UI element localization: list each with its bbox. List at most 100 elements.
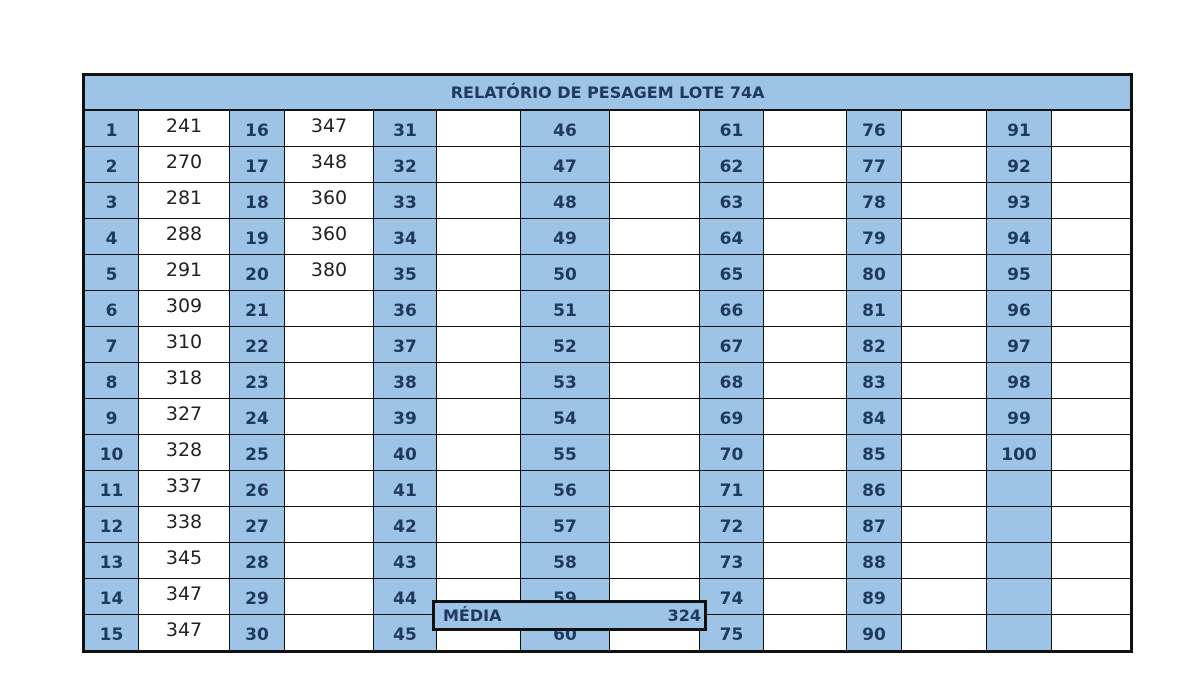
weight-cell[interactable] (1050, 578, 1133, 615)
weight-cell[interactable]: 270 (138, 146, 230, 183)
weight-cell[interactable] (1050, 542, 1133, 579)
weight-cell[interactable] (436, 182, 521, 219)
weight-cell[interactable] (901, 506, 987, 543)
weight-cell[interactable] (609, 398, 700, 435)
weight-cell[interactable] (763, 398, 847, 435)
weight-cell[interactable] (284, 542, 374, 579)
weight-cell[interactable] (763, 506, 847, 543)
weight-cell[interactable] (284, 614, 374, 652)
weight-cell[interactable] (763, 182, 847, 219)
weight-cell[interactable] (901, 398, 987, 435)
weight-cell[interactable]: 241 (138, 109, 230, 147)
weight-cell[interactable] (284, 398, 374, 435)
weight-cell[interactable] (284, 470, 374, 507)
weight-cell[interactable] (763, 326, 847, 363)
weight-cell[interactable]: 347 (284, 109, 374, 147)
weight-cell[interactable] (436, 109, 521, 147)
weight-cell[interactable] (284, 434, 374, 471)
weight-cell[interactable] (763, 614, 847, 652)
weight-cell[interactable] (763, 146, 847, 183)
weight-cell[interactable] (763, 290, 847, 327)
weight-cell[interactable] (763, 254, 847, 291)
weight-cell[interactable] (763, 434, 847, 471)
weight-cell[interactable] (609, 470, 700, 507)
weight-cell[interactable] (1050, 434, 1133, 471)
weight-cell[interactable] (436, 398, 521, 435)
weight-cell[interactable] (609, 182, 700, 219)
weight-cell[interactable] (901, 470, 987, 507)
weight-cell[interactable]: 328 (138, 434, 230, 471)
weight-cell[interactable] (1050, 109, 1133, 147)
weight-cell[interactable] (436, 254, 521, 291)
weight-cell[interactable] (609, 326, 700, 363)
weight-cell[interactable]: 347 (138, 578, 230, 615)
weight-cell[interactable] (284, 362, 374, 399)
weight-cell[interactable] (901, 542, 987, 579)
weight-cell[interactable] (763, 218, 847, 255)
weight-cell[interactable] (901, 146, 987, 183)
weight-cell[interactable] (763, 470, 847, 507)
weight-cell[interactable] (1050, 506, 1133, 543)
weight-cell[interactable] (763, 542, 847, 579)
weight-cell[interactable] (609, 109, 700, 147)
weight-cell[interactable] (1050, 326, 1133, 363)
weight-cell[interactable] (609, 362, 700, 399)
weight-cell[interactable]: 288 (138, 218, 230, 255)
weight-cell[interactable] (1050, 218, 1133, 255)
weight-cell[interactable] (901, 182, 987, 219)
weight-cell[interactable] (1050, 290, 1133, 327)
weight-cell[interactable] (763, 109, 847, 147)
weight-cell[interactable]: 348 (284, 146, 374, 183)
weight-cell[interactable] (436, 434, 521, 471)
weight-cell[interactable]: 309 (138, 290, 230, 327)
weight-cell[interactable] (284, 578, 374, 615)
weight-cell[interactable]: 281 (138, 182, 230, 219)
weight-cell[interactable] (436, 470, 521, 507)
weight-cell[interactable] (436, 506, 521, 543)
weight-cell[interactable]: 310 (138, 326, 230, 363)
weight-cell[interactable] (1050, 362, 1133, 399)
weight-cell[interactable] (901, 326, 987, 363)
weight-cell[interactable] (609, 218, 700, 255)
weight-cell[interactable] (901, 109, 987, 147)
weight-cell[interactable] (763, 578, 847, 615)
weight-cell[interactable] (436, 326, 521, 363)
weight-cell[interactable]: 337 (138, 470, 230, 507)
weight-cell[interactable] (901, 614, 987, 652)
weight-cell[interactable] (609, 506, 700, 543)
weight-cell[interactable] (901, 434, 987, 471)
weight-cell[interactable] (284, 506, 374, 543)
weight-cell[interactable] (436, 362, 521, 399)
weight-cell[interactable] (284, 290, 374, 327)
weight-cell[interactable] (609, 254, 700, 291)
weight-cell[interactable] (901, 254, 987, 291)
weight-cell[interactable] (436, 542, 521, 579)
weight-cell[interactable]: 327 (138, 398, 230, 435)
weight-cell[interactable] (1050, 470, 1133, 507)
weight-cell[interactable]: 318 (138, 362, 230, 399)
weight-cell[interactable]: 347 (138, 614, 230, 652)
weight-cell[interactable] (1050, 182, 1133, 219)
weight-cell[interactable] (609, 290, 700, 327)
weight-cell[interactable] (436, 146, 521, 183)
weight-cell[interactable] (436, 218, 521, 255)
weight-cell[interactable] (609, 146, 700, 183)
weight-cell[interactable]: 345 (138, 542, 230, 579)
weight-cell[interactable]: 338 (138, 506, 230, 543)
weight-cell[interactable] (1050, 614, 1133, 652)
weight-cell[interactable]: 291 (138, 254, 230, 291)
weight-cell[interactable] (1050, 146, 1133, 183)
weight-cell[interactable] (763, 362, 847, 399)
weight-cell[interactable] (1050, 398, 1133, 435)
weight-cell[interactable] (901, 362, 987, 399)
weight-cell[interactable] (901, 578, 987, 615)
weight-cell[interactable]: 360 (284, 218, 374, 255)
weight-cell[interactable] (284, 326, 374, 363)
weight-cell[interactable] (1050, 254, 1133, 291)
weight-cell[interactable] (609, 434, 700, 471)
weight-cell[interactable] (901, 290, 987, 327)
weight-cell[interactable] (436, 290, 521, 327)
weight-cell[interactable] (609, 542, 700, 579)
weight-cell[interactable]: 360 (284, 182, 374, 219)
weight-cell[interactable]: 380 (284, 254, 374, 291)
